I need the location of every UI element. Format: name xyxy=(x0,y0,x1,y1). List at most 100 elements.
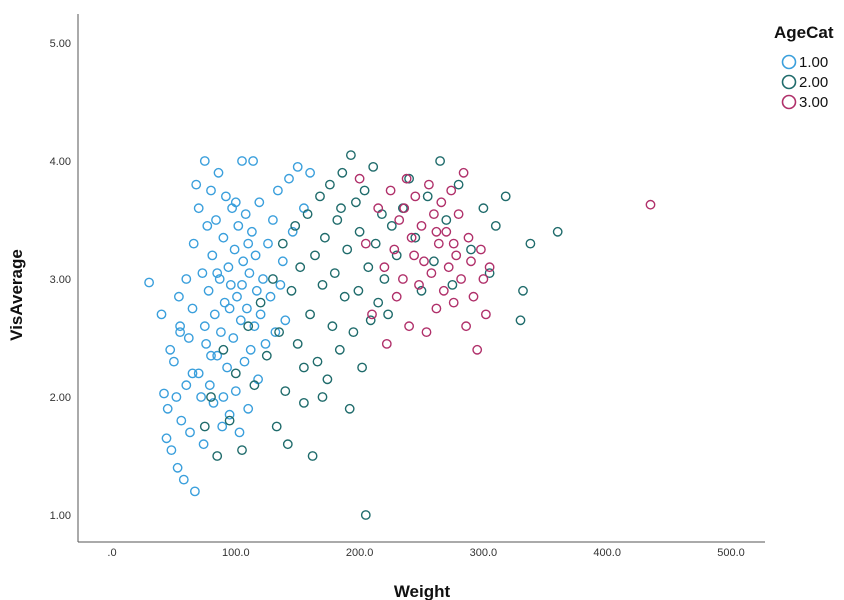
data-point xyxy=(292,161,303,172)
data-point xyxy=(466,244,476,255)
data-point xyxy=(410,191,421,202)
data-point xyxy=(329,268,340,278)
data-point xyxy=(365,315,376,326)
data-point xyxy=(319,232,330,243)
data-point xyxy=(250,250,261,261)
data-point xyxy=(500,191,511,202)
data-point xyxy=(461,321,471,332)
data-point xyxy=(332,215,343,225)
data-point xyxy=(428,256,439,267)
data-point xyxy=(230,197,241,208)
data-point xyxy=(156,309,167,320)
data-point xyxy=(159,388,169,399)
data-point xyxy=(237,279,247,290)
x-tick-label: 200.0 xyxy=(346,547,374,559)
data-point xyxy=(456,274,466,284)
data-point xyxy=(161,433,172,444)
data-point xyxy=(249,321,260,332)
data-point xyxy=(348,327,359,337)
y-axis-title: VisAverage xyxy=(7,249,26,341)
data-point xyxy=(234,427,245,438)
data-point xyxy=(305,309,315,320)
data-point xyxy=(478,274,489,284)
data-point xyxy=(275,279,286,290)
data-point xyxy=(490,220,501,231)
data-point xyxy=(212,451,223,461)
data-point xyxy=(419,256,429,267)
data-point xyxy=(441,215,452,225)
data-point xyxy=(201,338,212,349)
series-1 xyxy=(144,156,315,497)
data-point xyxy=(385,185,396,196)
data-point xyxy=(399,203,410,214)
data-point xyxy=(379,262,390,273)
x-tick-label: 100.0 xyxy=(222,547,250,559)
data-points xyxy=(144,150,656,520)
data-point xyxy=(196,392,207,402)
data-point xyxy=(363,262,374,273)
data-point xyxy=(451,250,462,261)
data-point xyxy=(334,344,345,355)
data-point xyxy=(218,344,229,355)
data-point xyxy=(208,397,219,408)
data-point xyxy=(367,309,377,320)
data-point xyxy=(207,250,218,261)
data-point xyxy=(280,386,291,396)
data-point xyxy=(263,238,273,249)
legend-title: AgeCat xyxy=(774,23,834,42)
data-point xyxy=(144,277,155,288)
data-point xyxy=(436,197,447,208)
data-point xyxy=(187,368,198,379)
x-tick-label: 400.0 xyxy=(593,547,621,559)
data-point xyxy=(272,185,283,196)
data-point xyxy=(478,203,489,214)
data-point xyxy=(360,510,371,520)
data-point xyxy=(185,427,195,438)
data-point xyxy=(220,191,231,202)
data-point xyxy=(290,220,301,231)
data-point xyxy=(230,386,241,396)
data-point xyxy=(243,403,254,414)
data-point xyxy=(223,262,234,273)
data-point xyxy=(305,167,315,178)
data-point xyxy=(310,250,320,261)
data-point xyxy=(175,321,186,332)
data-point xyxy=(229,244,240,255)
data-point xyxy=(315,191,325,202)
data-point xyxy=(401,173,412,184)
data-point xyxy=(421,327,432,337)
data-point xyxy=(317,279,328,290)
data-point xyxy=(171,392,182,402)
data-point xyxy=(214,274,225,284)
data-point xyxy=(260,338,271,349)
data-point xyxy=(206,350,216,361)
data-point xyxy=(373,203,384,214)
data-point xyxy=(322,374,333,385)
data-point xyxy=(394,215,405,225)
data-point xyxy=(446,185,457,196)
data-point xyxy=(448,238,459,249)
data-point xyxy=(438,285,449,296)
data-point xyxy=(240,209,251,220)
data-point xyxy=(448,297,459,308)
data-point xyxy=(178,474,189,485)
data-point xyxy=(166,445,177,455)
data-point xyxy=(404,321,414,332)
data-point xyxy=(251,285,262,296)
data-point xyxy=(353,285,364,296)
data-point xyxy=(204,380,215,391)
data-point xyxy=(267,215,278,225)
x-tick-label: 500.0 xyxy=(717,547,745,559)
data-point xyxy=(286,285,297,296)
data-point xyxy=(298,397,309,408)
data-point xyxy=(265,291,276,302)
data-point xyxy=(344,403,355,414)
data-point xyxy=(484,268,495,278)
data-point xyxy=(248,156,259,166)
data-point xyxy=(287,226,298,237)
data-point xyxy=(354,173,365,184)
data-point xyxy=(292,338,303,349)
data-point xyxy=(416,220,427,231)
data-point xyxy=(218,392,229,402)
legend-label: 2.00 xyxy=(799,74,828,91)
